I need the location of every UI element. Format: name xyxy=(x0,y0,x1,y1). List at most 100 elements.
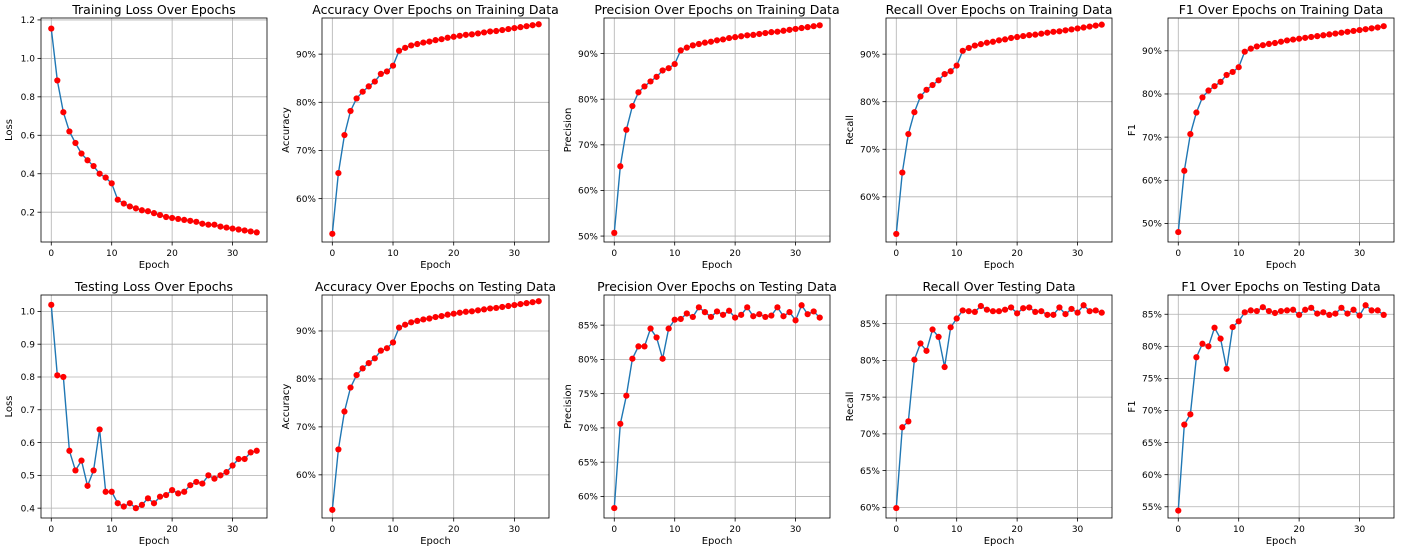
data-point xyxy=(371,78,378,85)
data-point xyxy=(132,505,139,512)
x-axis-label: Epoch xyxy=(420,260,451,271)
data-point xyxy=(905,418,912,425)
series-line xyxy=(50,304,257,509)
x-tick-label: 0 xyxy=(1175,525,1181,535)
data-point xyxy=(1229,68,1236,76)
axes-frame xyxy=(885,294,1113,519)
data-point xyxy=(444,311,451,318)
data-point xyxy=(353,95,360,102)
data-point xyxy=(762,29,769,37)
data-point xyxy=(1074,309,1081,316)
y-axis-label: Precision xyxy=(563,108,574,153)
x-tick-label: 0 xyxy=(611,525,617,535)
data-point xyxy=(499,26,506,34)
data-point xyxy=(432,313,439,321)
data-point xyxy=(1350,306,1357,313)
x-axis-label: Epoch xyxy=(984,260,1015,271)
data-point xyxy=(1217,335,1224,342)
y-tick-label: 50% xyxy=(1142,220,1162,230)
x-tick-label: 20 xyxy=(448,249,460,259)
x-tick-label: 10 xyxy=(106,525,118,535)
data-point xyxy=(108,180,115,187)
data-point xyxy=(72,139,79,147)
data-point xyxy=(695,40,702,48)
data-point xyxy=(114,196,121,203)
data-point xyxy=(1289,36,1297,43)
data-point xyxy=(899,424,906,431)
data-point xyxy=(707,38,715,45)
y-tick-label: 90% xyxy=(296,50,316,60)
data-point xyxy=(487,305,494,312)
data-point xyxy=(1283,37,1291,44)
y-tick-label: 80% xyxy=(296,375,316,385)
data-point xyxy=(1074,25,1081,32)
data-point xyxy=(1068,305,1075,313)
data-point xyxy=(241,455,248,463)
data-point xyxy=(1271,39,1279,47)
data-point xyxy=(487,28,494,35)
data-point xyxy=(438,36,445,43)
data-point xyxy=(1014,310,1021,317)
data-point xyxy=(193,478,200,486)
data-point xyxy=(713,308,721,315)
y-tick-label: 60% xyxy=(1142,176,1162,186)
y-tick-label: 80% xyxy=(578,95,598,105)
y-tick-label: 55% xyxy=(1142,503,1162,513)
data-point xyxy=(205,472,212,479)
data-point xyxy=(1199,94,1206,101)
chart-title: F1 Over Epochs on Testing Data xyxy=(1181,279,1380,294)
axes-frame xyxy=(40,17,268,243)
data-point xyxy=(923,86,930,93)
data-point xyxy=(229,225,236,232)
data-point xyxy=(959,307,966,314)
data-point xyxy=(383,68,391,75)
data-point xyxy=(1332,30,1339,37)
data-point xyxy=(84,157,91,164)
data-point xyxy=(229,462,236,469)
data-point xyxy=(1289,306,1297,313)
y-axis-label: Precision xyxy=(563,384,574,429)
x-tick-label: 0 xyxy=(329,249,335,259)
y-tick-label: 85% xyxy=(860,320,880,330)
data-point xyxy=(989,38,997,45)
data-point xyxy=(798,24,805,32)
data-point xyxy=(126,203,133,210)
data-point xyxy=(893,230,900,238)
data-point xyxy=(1302,306,1309,313)
chart-title: Precision Over Epochs on Training Data xyxy=(594,2,839,17)
axes-frame xyxy=(40,294,268,519)
data-point xyxy=(517,301,524,308)
data-point xyxy=(1374,307,1381,314)
data-point xyxy=(144,208,152,215)
data-point xyxy=(102,488,109,495)
data-point xyxy=(120,503,127,510)
data-point xyxy=(774,304,781,311)
data-point xyxy=(695,304,702,311)
subplot-8: 0 10 20 30 60% 65% 70% 75% 80% 85% Precision Over … xyxy=(563,279,837,547)
y-axis-label: Loss xyxy=(4,396,15,418)
series-line xyxy=(1177,25,1384,233)
x-tick-label: 0 xyxy=(48,525,54,535)
data-point xyxy=(732,34,739,41)
y-tick-label: 60% xyxy=(1142,471,1162,481)
data-point xyxy=(929,81,936,89)
x-tick-label: 0 xyxy=(48,249,54,259)
x-axis-label: Epoch xyxy=(984,536,1015,547)
subplot-1: 0 10 20 30 0.2 0.4 0.6 0.8 1.0 1.2 Training Loss O… xyxy=(4,2,268,271)
data-point xyxy=(1380,23,1387,30)
data-point xyxy=(1211,324,1218,331)
axes-frame xyxy=(1167,294,1395,519)
data-point xyxy=(78,150,85,157)
y-tick-label: 80% xyxy=(860,98,880,108)
y-tick-label: 65% xyxy=(578,458,598,468)
y-tick-label: 80% xyxy=(578,356,598,366)
data-point xyxy=(1062,311,1069,318)
x-tick-label: 10 xyxy=(1233,249,1245,259)
data-point xyxy=(341,131,348,139)
x-tick-label: 30 xyxy=(509,525,521,535)
data-point xyxy=(347,384,354,391)
data-point xyxy=(54,77,61,84)
data-point xyxy=(66,447,73,454)
data-point xyxy=(1014,33,1021,41)
data-point xyxy=(677,47,684,54)
